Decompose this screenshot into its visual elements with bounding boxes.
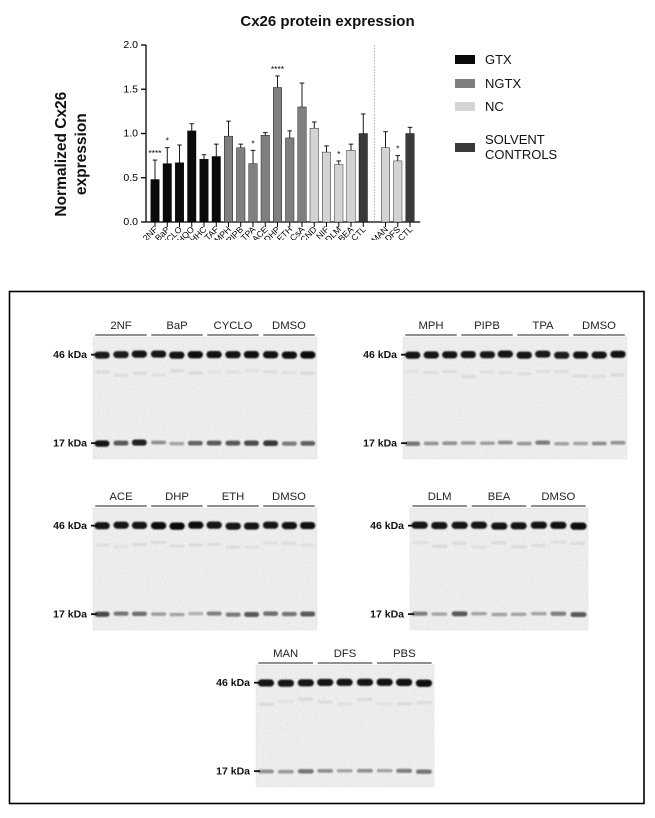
svg-text:46 kDa: 46 kDa bbox=[370, 520, 404, 532]
svg-text:DMSO: DMSO bbox=[272, 491, 306, 503]
svg-text:TPA: TPA bbox=[532, 320, 554, 332]
svg-text:17 kDa: 17 kDa bbox=[370, 609, 404, 621]
svg-text:BEA: BEA bbox=[488, 491, 511, 503]
svg-text:DMSO: DMSO bbox=[541, 491, 575, 503]
svg-text:DLM: DLM bbox=[428, 491, 452, 503]
svg-text:46 kDa: 46 kDa bbox=[363, 349, 397, 361]
svg-text:17 kDa: 17 kDa bbox=[53, 609, 87, 621]
svg-text:DMSO: DMSO bbox=[582, 320, 616, 332]
svg-text:46 kDa: 46 kDa bbox=[53, 349, 87, 361]
svg-text:ACE: ACE bbox=[109, 491, 133, 503]
svg-text:17 kDa: 17 kDa bbox=[216, 766, 250, 778]
svg-text:17 kDa: 17 kDa bbox=[53, 438, 87, 450]
svg-text:BaP: BaP bbox=[166, 320, 187, 332]
svg-text:DFS: DFS bbox=[334, 648, 357, 660]
svg-text:DMSO: DMSO bbox=[272, 320, 306, 332]
svg-text:46 kDa: 46 kDa bbox=[53, 520, 87, 532]
svg-text:2NF: 2NF bbox=[110, 320, 131, 332]
svg-text:17 kDa: 17 kDa bbox=[363, 438, 397, 450]
svg-text:PBS: PBS bbox=[393, 648, 416, 660]
svg-text:MPH: MPH bbox=[418, 320, 443, 332]
svg-text:CYCLO: CYCLO bbox=[214, 320, 253, 332]
svg-text:ETH: ETH bbox=[222, 491, 245, 503]
svg-text:46 kDa: 46 kDa bbox=[216, 677, 250, 689]
svg-text:MAN: MAN bbox=[273, 648, 298, 660]
svg-text:PIPB: PIPB bbox=[474, 320, 500, 332]
svg-text:DHP: DHP bbox=[165, 491, 189, 503]
